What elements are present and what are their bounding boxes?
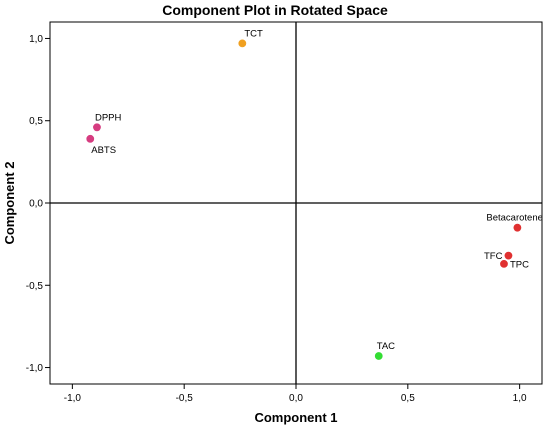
point-dpph — [93, 123, 101, 132]
y-tick-label: -1,0 — [26, 363, 44, 374]
point-label-tct: TCT — [244, 28, 263, 39]
y-axis-ticks: 1,0 0,5 0,0 -0,5 -1,0 — [26, 34, 50, 374]
point-betacarotene — [513, 223, 522, 232]
x-tick-label: -0,5 — [176, 393, 194, 404]
y-tick-label: 0,0 — [29, 199, 43, 210]
data-points: TCT DPPH ABTS Betacarotene TFC TPC TAC — [86, 28, 543, 360]
x-tick-label: -1,0 — [64, 393, 82, 404]
point-tfc — [504, 251, 513, 260]
point-tct — [238, 39, 247, 48]
y-axis-label: Component 2 — [2, 161, 17, 244]
point-tpc — [500, 259, 508, 268]
x-tick-label: 1,0 — [513, 393, 527, 404]
x-axis-label: Component 1 — [254, 410, 337, 425]
reference-lines — [50, 22, 542, 384]
point-label-tac: TAC — [377, 341, 395, 352]
point-label-betacarotene: Betacarotene — [486, 213, 543, 224]
chart-title: Component Plot in Rotated Space — [162, 2, 388, 18]
point-label-tfc: TFC — [484, 251, 503, 262]
point-abts — [86, 134, 95, 143]
point-label-tpc: TPC — [510, 259, 529, 270]
x-axis-ticks: -1,0 -0,5 0,0 0,5 1,0 — [64, 384, 527, 404]
x-tick-label: 0,0 — [289, 393, 303, 404]
y-tick-label: -0,5 — [26, 281, 44, 292]
point-label-dpph: DPPH — [95, 112, 122, 123]
y-tick-label: 0,5 — [29, 116, 43, 127]
y-tick-label: 1,0 — [29, 34, 43, 45]
point-label-abts: ABTS — [91, 145, 116, 156]
point-tac — [374, 352, 383, 360]
x-tick-label: 0,5 — [401, 393, 415, 404]
